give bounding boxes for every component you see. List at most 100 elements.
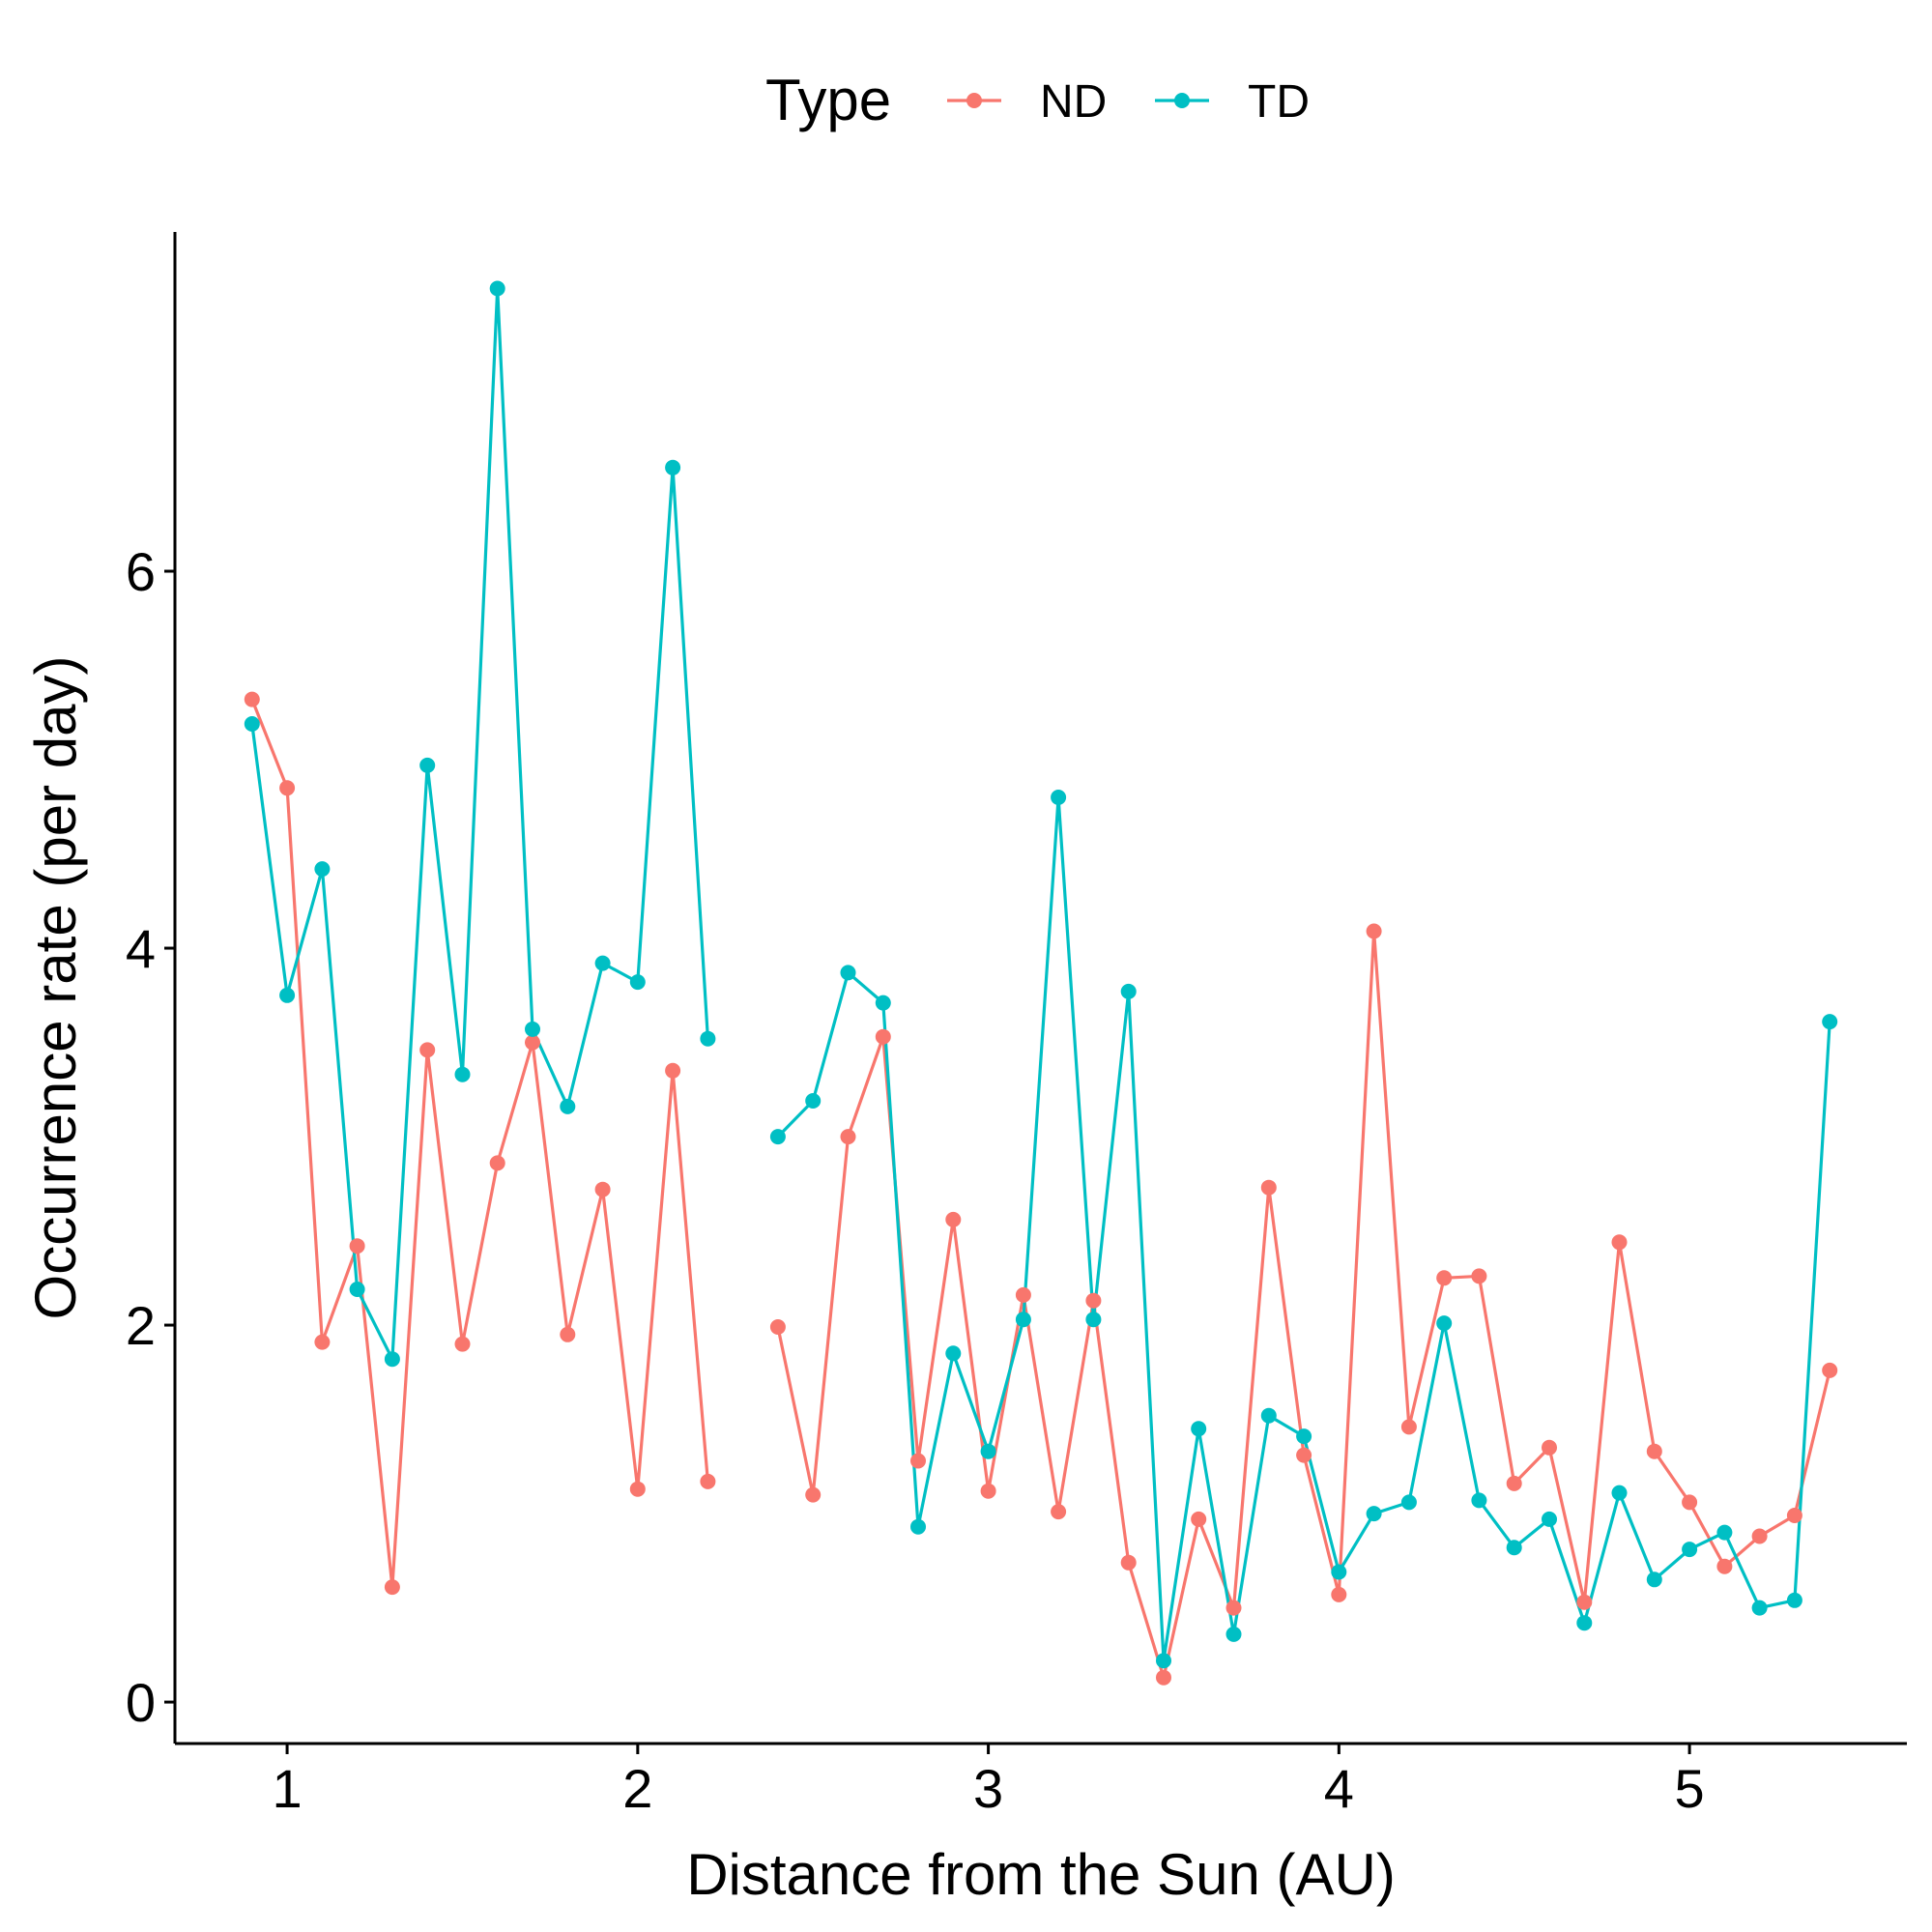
data-point-nd <box>1085 1292 1102 1309</box>
legend-label: TD <box>1248 76 1310 128</box>
data-point-nd <box>1576 1594 1593 1610</box>
data-point-td <box>1436 1315 1453 1332</box>
data-point-nd <box>1682 1494 1698 1511</box>
data-point-nd <box>665 1062 681 1079</box>
data-point-td <box>1506 1540 1522 1556</box>
data-point-td <box>1051 790 1067 805</box>
data-point-nd <box>805 1486 822 1503</box>
data-point-td <box>769 1129 786 1145</box>
data-point-td <box>1296 1428 1312 1445</box>
data-point-td <box>384 1351 400 1368</box>
data-point-nd <box>1156 1669 1171 1686</box>
data-point-td <box>945 1345 962 1362</box>
data-point-nd <box>1786 1508 1802 1523</box>
data-point-nd <box>1296 1447 1312 1463</box>
data-point-nd <box>1436 1270 1453 1286</box>
data-point-td <box>454 1066 471 1082</box>
data-point-td <box>560 1098 576 1114</box>
legend-label: ND <box>1040 76 1107 128</box>
y-tick-label: 0 <box>126 1672 156 1733</box>
data-point-td <box>875 995 891 1011</box>
data-point-nd <box>1191 1511 1207 1527</box>
legend: Type ND TD <box>765 68 1310 132</box>
data-point-nd <box>700 1473 716 1489</box>
data-point-nd <box>1226 1600 1242 1616</box>
plot-points <box>244 280 1838 1686</box>
data-point-nd <box>1471 1268 1487 1284</box>
y-axis-title: Occurrence rate (per day) <box>23 656 88 1320</box>
data-point-nd <box>1051 1504 1067 1520</box>
data-point-nd <box>1716 1558 1733 1574</box>
series-line-td <box>250 286 709 1361</box>
data-point-nd <box>1611 1234 1628 1251</box>
data-point-nd <box>454 1336 471 1352</box>
legend-item-td: TD <box>1155 76 1310 128</box>
data-point-td <box>1786 1592 1802 1608</box>
data-point-td <box>700 1030 716 1047</box>
data-point-nd <box>279 780 296 796</box>
legend-title: Type <box>765 68 891 132</box>
data-point-nd <box>1646 1443 1662 1459</box>
data-point-nd <box>349 1238 365 1254</box>
data-point-td <box>805 1093 822 1109</box>
legend-key-point <box>966 93 982 108</box>
data-point-nd <box>525 1034 540 1051</box>
series-line-td <box>776 795 1831 1662</box>
x-axis-title: Distance from the Sun (AU) <box>686 1842 1396 1907</box>
data-point-td <box>1542 1511 1557 1527</box>
data-point-td <box>1226 1626 1242 1642</box>
data-point-td <box>629 974 646 991</box>
data-point-td <box>1822 1014 1838 1030</box>
data-point-nd <box>629 1481 646 1497</box>
data-point-td <box>980 1443 996 1459</box>
data-point-td <box>1156 1653 1171 1669</box>
data-point-td <box>1682 1542 1698 1558</box>
data-point-td <box>1716 1524 1733 1541</box>
data-point-nd <box>1506 1475 1522 1491</box>
data-point-nd <box>1822 1362 1838 1378</box>
data-point-td <box>349 1282 365 1297</box>
series-line-nd <box>250 699 709 1589</box>
data-point-nd <box>1015 1286 1031 1303</box>
legend-key-point <box>1174 93 1190 108</box>
data-point-nd <box>840 1129 856 1145</box>
data-point-td <box>1191 1421 1207 1437</box>
x-tick-label: 3 <box>973 1758 1003 1819</box>
data-point-td <box>314 861 331 878</box>
x-ticks: 1 2 3 4 5 <box>273 1744 1705 1819</box>
data-point-td <box>1085 1312 1102 1328</box>
data-point-nd <box>875 1028 891 1045</box>
data-point-nd <box>1260 1179 1277 1196</box>
data-point-nd <box>1366 923 1382 939</box>
data-point-td <box>1400 1494 1417 1511</box>
data-point-td <box>840 965 856 981</box>
data-point-td <box>489 280 505 297</box>
data-point-nd <box>560 1326 576 1342</box>
data-point-nd <box>769 1319 786 1335</box>
data-point-nd <box>1542 1439 1557 1456</box>
axes: 1 2 3 4 5 0 2 4 6 <box>126 232 1907 1819</box>
legend-item-nd: ND <box>947 76 1107 128</box>
data-point-nd <box>1120 1554 1137 1571</box>
data-point-td <box>1751 1600 1768 1616</box>
data-point-td <box>1331 1564 1347 1580</box>
y-ticks: 0 2 4 6 <box>126 541 175 1733</box>
data-point-td <box>594 955 611 971</box>
data-point-nd <box>1400 1419 1417 1435</box>
data-point-td <box>1576 1615 1593 1631</box>
data-point-td <box>244 716 260 732</box>
x-tick-label: 4 <box>1324 1758 1354 1819</box>
data-point-td <box>1471 1492 1487 1509</box>
data-point-td <box>1611 1485 1628 1501</box>
data-point-td <box>665 459 681 476</box>
x-tick-label: 2 <box>622 1758 652 1819</box>
data-point-nd <box>244 691 260 707</box>
data-point-td <box>525 1021 540 1037</box>
data-point-nd <box>945 1211 962 1227</box>
data-point-td <box>1260 1407 1277 1424</box>
x-tick-label: 1 <box>273 1758 303 1819</box>
data-point-td <box>1015 1312 1031 1328</box>
data-point-nd <box>314 1334 331 1350</box>
data-point-td <box>1646 1572 1662 1588</box>
